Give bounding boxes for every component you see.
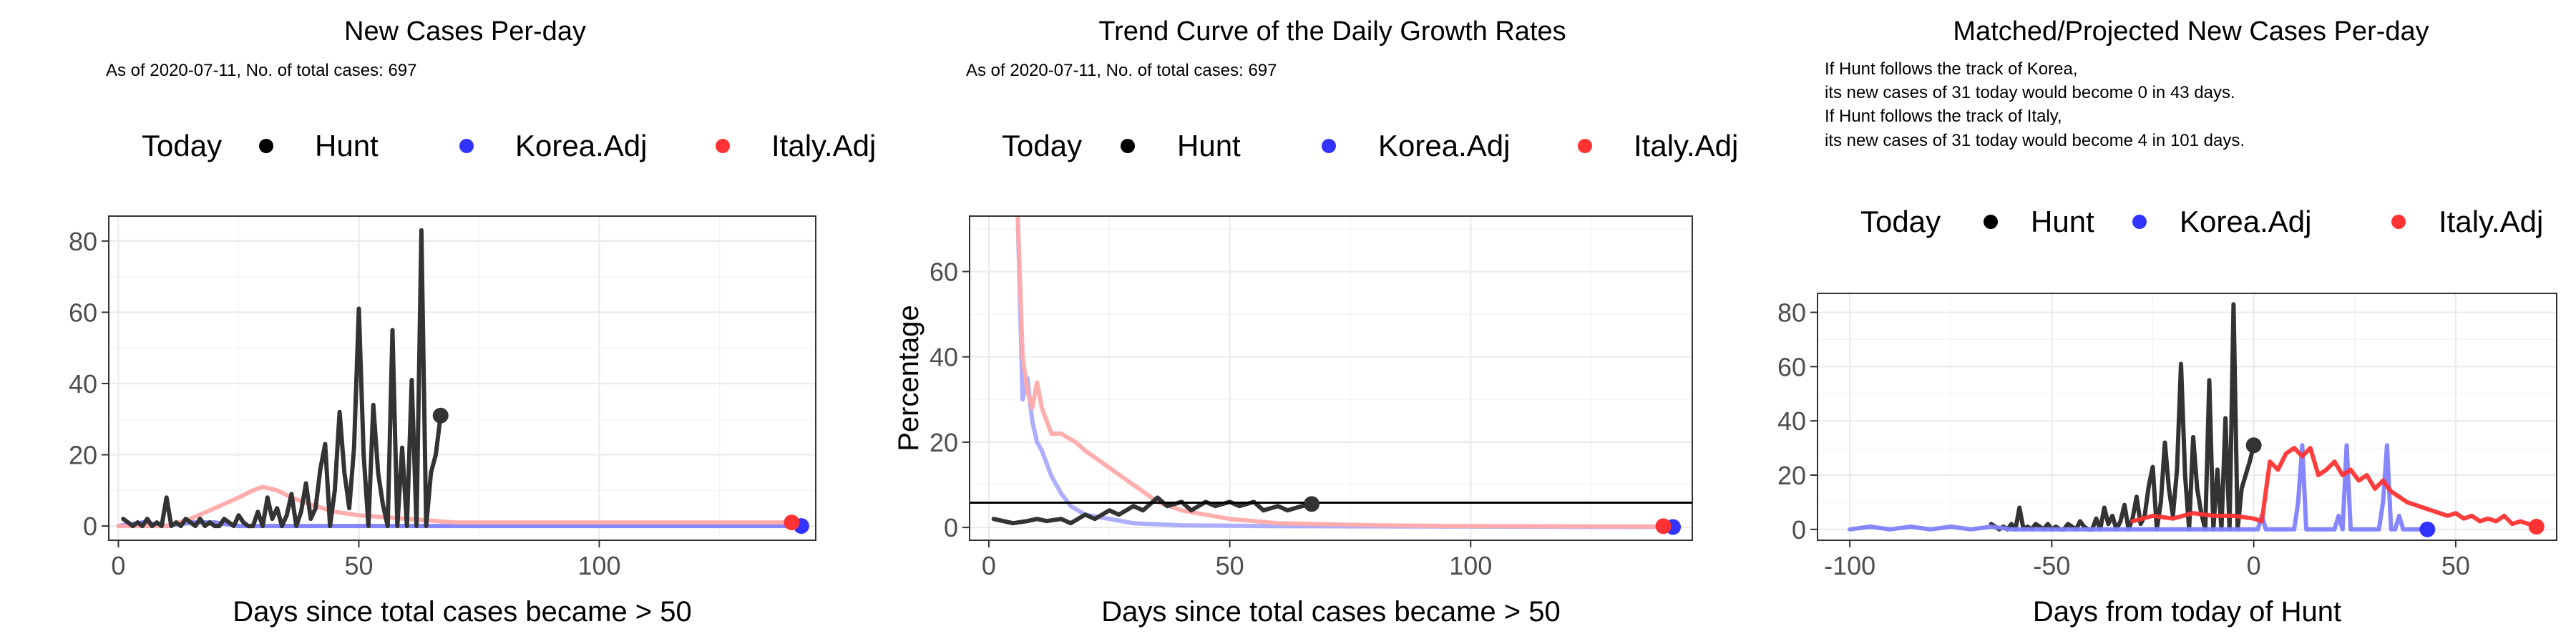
today-point-korea-adj: [2419, 521, 2436, 537]
x-axis-label: Days since total cases became > 50: [1101, 596, 1560, 628]
x-axis-label: Days since total cases became > 50: [233, 596, 691, 628]
x-tick-label: 0: [2247, 551, 2261, 580]
legend-title: Today: [1002, 129, 1082, 162]
chart-subtitle-line: its new cases of 31 today would become 4…: [1825, 131, 2245, 150]
series-line-korea-adj: [1848, 443, 2430, 532]
legend-label: Hunt: [315, 129, 379, 162]
legend-key-2: [1322, 139, 1336, 153]
legend-title: Today: [1860, 205, 1941, 238]
legend-key-2: [2132, 215, 2147, 229]
legend-key-2: [459, 139, 474, 153]
legend-key-3: [2391, 215, 2406, 229]
legend-key-1: [1121, 139, 1135, 153]
y-tick-label: 40: [69, 369, 97, 399]
y-tick-label: 60: [69, 298, 97, 327]
legend-key-1: [259, 139, 273, 153]
y-tick-label: 0: [83, 512, 97, 541]
legend-key-1: [1984, 215, 1998, 229]
chart-subtitle-line: As of 2020-07-11, No. of total cases: 69…: [106, 61, 416, 80]
x-tick-label: -100: [1824, 551, 1875, 580]
series-line-italy-adj: [1015, 216, 1676, 529]
y-tick-label: 0: [944, 513, 958, 542]
plot-frame: [969, 215, 1693, 541]
chart-panel-3: Matched/Projected New Cases Per-day If Hu…: [1777, 16, 2557, 628]
series-line-italy-adj: [2130, 446, 2539, 527]
legend-key-3: [1578, 139, 1592, 153]
chart-subtitle-line: If Hunt follows the track of Italy,: [1825, 107, 2062, 126]
x-tick-label: 0: [982, 551, 996, 580]
legend-key-3: [716, 139, 730, 153]
chart-title: New Cases Per-day: [344, 16, 586, 47]
y-tick-label: 0: [1792, 515, 1806, 545]
y-tick-label: 60: [930, 257, 958, 286]
legend-label: Italy.Adj: [2439, 205, 2543, 238]
today-point-hunt: [1304, 496, 1320, 512]
chart-panel-2: Trend Curve of the Daily Growth Rates As …: [893, 16, 1738, 628]
x-tick-label: 100: [1449, 551, 1492, 580]
legend-label: Italy.Adj: [1634, 129, 1738, 162]
y-axis-label: Percentage: [893, 305, 924, 452]
today-point-italy-adj: [1655, 518, 1672, 535]
series-line-hunt: [121, 228, 443, 529]
legend-label: Korea.Adj: [2180, 205, 2311, 238]
legend-label: Korea.Adj: [1378, 129, 1510, 162]
y-tick-label: 60: [1777, 352, 1806, 381]
x-tick-label: 0: [111, 551, 125, 580]
chart-subtitle-line: its new cases of 31 today would become 0…: [1825, 83, 2235, 102]
chart-subtitle-line: If Hunt follows the track of Korea,: [1825, 59, 2078, 79]
today-point-italy-adj: [784, 514, 800, 531]
legend-label: Hunt: [1177, 129, 1241, 162]
chart-panel-1: New Cases Per-day As of 2020-07-11, No. o…: [69, 16, 876, 628]
today-point-hunt: [432, 407, 449, 424]
x-tick-label: 50: [344, 551, 373, 580]
series-group: [991, 216, 1676, 530]
legend-label: Hunt: [2031, 205, 2094, 238]
series-group: [116, 228, 804, 529]
series-group: [1848, 302, 2539, 532]
plot-frame: [1817, 293, 2557, 541]
today-point-hunt: [2245, 437, 2262, 454]
y-tick-label: 40: [1777, 406, 1806, 436]
x-tick-label: 100: [578, 551, 621, 580]
x-tick-label: 50: [1216, 551, 1244, 580]
y-tick-label: 20: [1777, 461, 1806, 490]
y-tick-label: 80: [69, 227, 97, 256]
series-line-hunt: [991, 495, 1314, 526]
series-line-hunt: [1989, 302, 2256, 532]
legend-label: Italy.Adj: [771, 129, 876, 162]
x-tick-label: 50: [2441, 551, 2470, 580]
y-tick-label: 80: [1777, 298, 1806, 328]
x-tick-label: -50: [2033, 551, 2070, 580]
grid: [970, 216, 1692, 540]
y-tick-label: 20: [69, 441, 97, 470]
chart-title: Trend Curve of the Daily Growth Rates: [1098, 16, 1566, 47]
y-tick-label: 20: [930, 428, 958, 457]
y-tick-label: 40: [930, 343, 958, 372]
legend-label: Korea.Adj: [515, 129, 647, 162]
x-axis-label: Days from today of Hunt: [2033, 596, 2341, 628]
chart-subtitle-line: As of 2020-07-11, No. of total cases: 69…: [966, 61, 1277, 80]
plot-frame: [108, 215, 816, 541]
today-point-italy-adj: [2528, 519, 2545, 535]
chart-title: Matched/Projected New Cases Per-day: [1953, 16, 2429, 47]
legend-title: Today: [142, 129, 222, 162]
